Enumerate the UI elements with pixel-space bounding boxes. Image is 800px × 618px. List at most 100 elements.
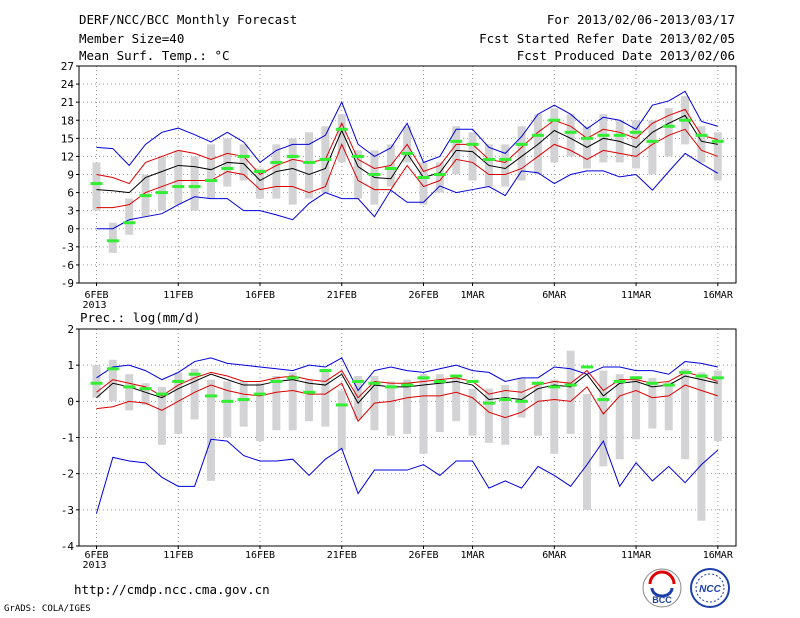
spread-box <box>288 138 297 205</box>
median-mark <box>106 239 119 243</box>
spread-box <box>566 114 575 157</box>
spread-box <box>108 359 117 402</box>
series-line-mean <box>96 373 718 404</box>
median-mark <box>172 185 185 189</box>
median-mark <box>188 372 201 376</box>
median-mark <box>499 398 512 402</box>
median-mark <box>531 133 544 137</box>
median-mark <box>254 392 266 396</box>
median-mark <box>613 379 626 383</box>
spread-box <box>239 144 248 181</box>
spread-box <box>697 126 706 163</box>
median-mark <box>548 118 561 122</box>
median-mark <box>433 173 446 176</box>
median-mark <box>466 379 479 383</box>
median-mark <box>155 191 168 195</box>
spread-box <box>386 381 395 436</box>
median-mark <box>482 157 495 161</box>
median-mark <box>319 157 332 161</box>
x-tick-label: 11MAR <box>621 550 652 561</box>
median-mark <box>172 379 185 383</box>
median-mark <box>662 383 675 387</box>
median-mark <box>417 376 430 380</box>
spread-box <box>664 108 673 157</box>
spread-box <box>615 374 624 460</box>
spread-box <box>583 394 591 510</box>
median-mark <box>352 154 365 158</box>
series-line-lower <box>96 382 718 423</box>
y-tick-label: 0 <box>67 395 74 408</box>
median-mark <box>123 385 136 389</box>
median-mark <box>450 374 463 378</box>
spread-box <box>174 150 183 205</box>
spread-box <box>713 370 722 442</box>
median-mark <box>581 365 593 369</box>
median-mark <box>335 127 348 131</box>
x-tick-year: 2013 <box>83 560 107 571</box>
spread-box <box>550 108 559 163</box>
spread-box <box>288 372 297 431</box>
median-mark <box>695 133 708 137</box>
median-mark <box>319 369 332 373</box>
chart-title: DERF/NCC/BCC Monthly Forecast <box>79 12 298 27</box>
spread-box <box>256 383 264 442</box>
refer-date: Fcst Started Refer Date 2013/02/05 <box>479 31 735 46</box>
y-tick-label: 0 <box>67 223 74 236</box>
y-tick-label: 27 <box>61 60 74 73</box>
spread-box <box>125 374 134 411</box>
median-mark <box>139 194 152 198</box>
bcc-logo-text: BCC <box>652 595 672 605</box>
spread-box <box>533 381 542 436</box>
median-mark <box>646 139 659 143</box>
median-mark <box>450 139 463 143</box>
y-tick-label: -2 <box>61 468 74 481</box>
spread-box <box>468 388 477 436</box>
median-mark <box>597 398 610 402</box>
spread-box <box>664 381 673 431</box>
median-mark <box>531 381 544 385</box>
x-tick-label: 26FEB <box>408 550 438 561</box>
spread-box <box>468 132 477 181</box>
spread-box <box>190 156 199 211</box>
spread-box <box>517 377 526 418</box>
median-mark <box>548 385 561 389</box>
median-mark <box>630 376 643 380</box>
spread-box <box>321 368 330 427</box>
median-mark <box>662 124 675 128</box>
median-mark <box>711 376 724 380</box>
median-mark <box>352 379 365 383</box>
x-tick-label: 6MAR <box>542 290 567 301</box>
median-mark <box>613 133 626 137</box>
spread-box <box>125 198 134 235</box>
spread-box <box>599 370 608 467</box>
y-tick-label: -4 <box>61 540 75 553</box>
y-tick-label: 18 <box>61 114 74 127</box>
x-tick-label: 16MAR <box>703 550 734 561</box>
x-tick-label: 1MAR <box>461 550 486 561</box>
median-mark <box>646 381 659 385</box>
x-tick-label: 11MAR <box>621 290 652 301</box>
x-tick-label: 6FEB <box>84 290 108 301</box>
source-url[interactable]: http://cmdp.ncc.cma.gov.cn <box>74 582 270 597</box>
series-line-max <box>96 357 718 392</box>
spread-box <box>566 350 575 434</box>
x-tick-label: 1MAR <box>461 290 486 301</box>
median-mark <box>286 154 299 158</box>
spread-box <box>272 376 281 431</box>
median-mark <box>188 185 201 189</box>
y-tick-label: -9 <box>61 277 74 290</box>
median-mark <box>581 136 593 140</box>
spread-box <box>206 379 215 481</box>
median-mark <box>303 160 316 164</box>
y-tick-label: -1 <box>61 432 74 445</box>
logos: BCC NCC <box>642 568 730 608</box>
median-mark <box>155 392 168 396</box>
median-mark <box>401 383 414 387</box>
median-mark <box>90 381 103 385</box>
spread-box <box>435 162 444 193</box>
median-mark <box>482 401 495 405</box>
median-mark <box>401 151 414 155</box>
